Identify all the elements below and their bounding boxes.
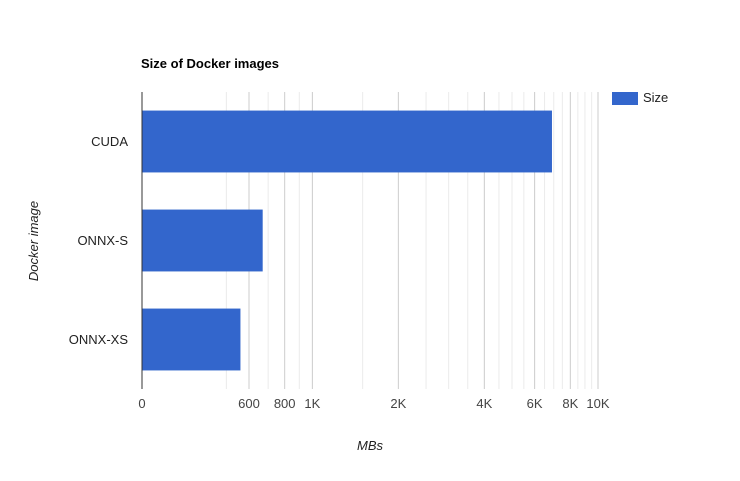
y-axis-title: Docker image (26, 201, 41, 281)
category-label: CUDA (91, 134, 128, 149)
chart-title: Size of Docker images (141, 56, 279, 71)
x-tick-label: 8K (562, 396, 578, 411)
category-labels: CUDA ONNX-S ONNX-XS (69, 134, 129, 347)
category-label: ONNX-S (77, 233, 128, 248)
x-tick-label: 10K (586, 396, 609, 411)
legend-label: Size (643, 90, 668, 105)
bars (142, 110, 552, 371)
x-axis-title: MBs (357, 438, 384, 453)
x-tick-label: 2K (390, 396, 406, 411)
legend-swatch (612, 92, 638, 105)
x-axis-ticks: 0 600 800 1K 2K 4K 6K 8K 10K (138, 396, 610, 411)
x-tick-label: 4K (476, 396, 492, 411)
x-tick-label: 600 (238, 396, 260, 411)
bar (142, 308, 241, 371)
bar (142, 110, 552, 173)
x-tick-label: 6K (527, 396, 543, 411)
x-tick-label: 0 (138, 396, 145, 411)
legend: Size (612, 90, 668, 105)
category-label: ONNX-XS (69, 332, 129, 347)
x-tick-label: 1K (304, 396, 320, 411)
x-tick-label: 800 (274, 396, 296, 411)
bar (142, 209, 263, 272)
